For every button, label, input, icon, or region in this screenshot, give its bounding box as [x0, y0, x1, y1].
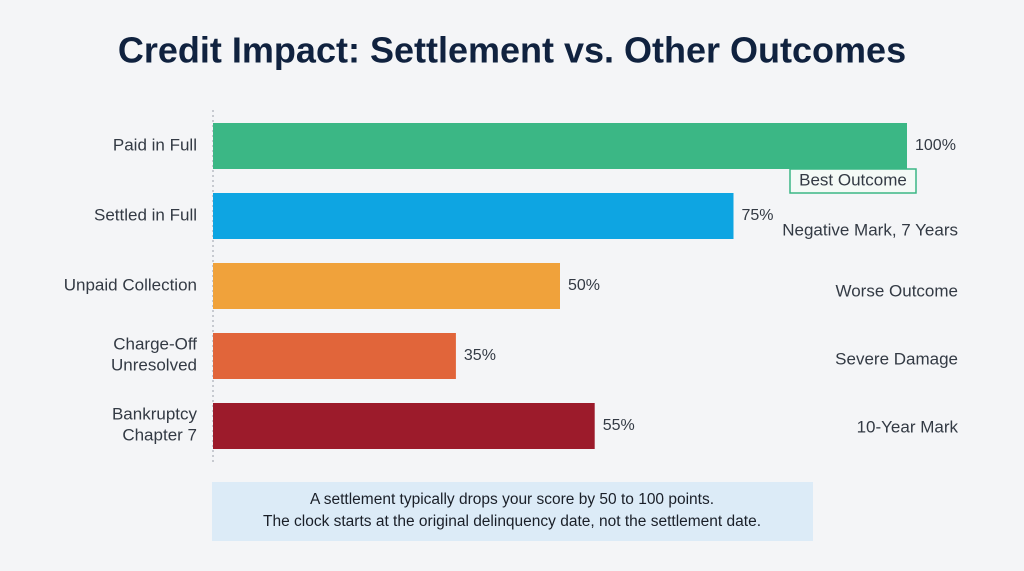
category-label: Settled in Full: [94, 205, 197, 224]
value-label: 100%: [915, 137, 956, 154]
value-label: 50%: [568, 277, 600, 294]
bar: [213, 263, 560, 309]
annotation: Negative Mark, 7 Years: [782, 220, 958, 239]
value-label: 75%: [742, 207, 774, 224]
bar: [213, 403, 595, 449]
annotation-box: [789, 168, 917, 194]
category-label: Charge-Off Unresolved: [111, 335, 197, 375]
bar: [213, 333, 456, 379]
category-label: Paid in Full: [113, 135, 197, 154]
annotation: Severe Damage: [835, 349, 958, 368]
chart-title: Credit Impact: Settlement vs. Other Outc…: [118, 30, 906, 71]
annotation: 10-Year Mark: [857, 417, 959, 436]
value-label: 35%: [464, 347, 496, 364]
value-label: 55%: [603, 417, 635, 434]
note-text: The clock starts at the original delinqu…: [263, 513, 761, 530]
category-label: Unpaid Collection: [64, 275, 197, 294]
bar: [213, 193, 734, 239]
annotation: Worse Outcome: [835, 281, 958, 300]
note-text: A settlement typically drops your score …: [310, 491, 714, 508]
annotation: Best Outcome: [799, 170, 907, 189]
category-label: Bankruptcy Chapter 7: [112, 405, 198, 445]
note-box: [212, 482, 813, 541]
bar: [213, 123, 907, 169]
